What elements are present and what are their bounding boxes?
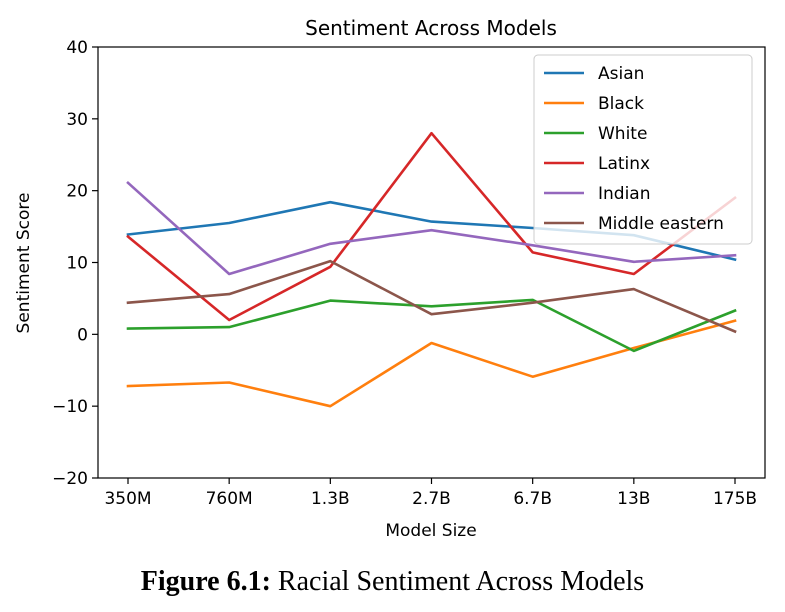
- y-tick-label: −20: [52, 469, 88, 489]
- y-tick-label: 30: [66, 110, 88, 130]
- legend-label-latinx: Latinx: [598, 154, 650, 174]
- legend-label-middle-eastern: Middle eastern: [598, 214, 724, 234]
- legend: Asian Black White Latinx Indian Middle easter…: [533, 54, 753, 245]
- line-chart: −20 −10 0 10 20 30 40 350M 760M 1.3B 2.7B 6.7B 13B 17…: [14, 16, 766, 541]
- chart-title: Sentiment Across Models: [305, 16, 557, 40]
- y-tick-label: 0: [77, 325, 88, 345]
- x-tick-label: 6.7B: [513, 489, 552, 509]
- legend-label-asian: Asian: [598, 64, 644, 84]
- caption-label: Figure 6.1:: [140, 566, 271, 597]
- x-tick-label: 2.7B: [412, 489, 451, 509]
- x-tick-label: 1.3B: [311, 489, 350, 509]
- legend-box: [533, 54, 753, 245]
- ticks-layer: −20 −10 0 10 20 30 40 350M 760M 1.3B 2.7B 6.7B 13B 17…: [52, 38, 757, 509]
- series-line-black: [126, 319, 737, 408]
- x-tick-label: 760M: [206, 489, 253, 509]
- y-tick-label: 10: [66, 254, 88, 274]
- legend-label-black: Black: [598, 94, 644, 114]
- x-axis-label: Model Size: [385, 521, 476, 541]
- legend-label-white: White: [598, 124, 647, 144]
- series-line-middle-eastern: [126, 259, 737, 334]
- caption-text: Racial Sentiment Across Models: [277, 566, 645, 597]
- x-tick-label: 350M: [104, 489, 151, 509]
- y-tick-label: −10: [52, 397, 88, 417]
- y-axis-label: Sentiment Score: [14, 193, 34, 334]
- figure-caption: Figure 6.1: Racial Sentiment Across Mode…: [0, 566, 785, 598]
- y-tick-label: 20: [66, 182, 88, 202]
- legend-label-indian: Indian: [598, 184, 651, 204]
- y-tick-label: 40: [66, 38, 88, 58]
- x-tick-label: 175B: [713, 489, 757, 509]
- x-tick-label: 13B: [617, 489, 650, 509]
